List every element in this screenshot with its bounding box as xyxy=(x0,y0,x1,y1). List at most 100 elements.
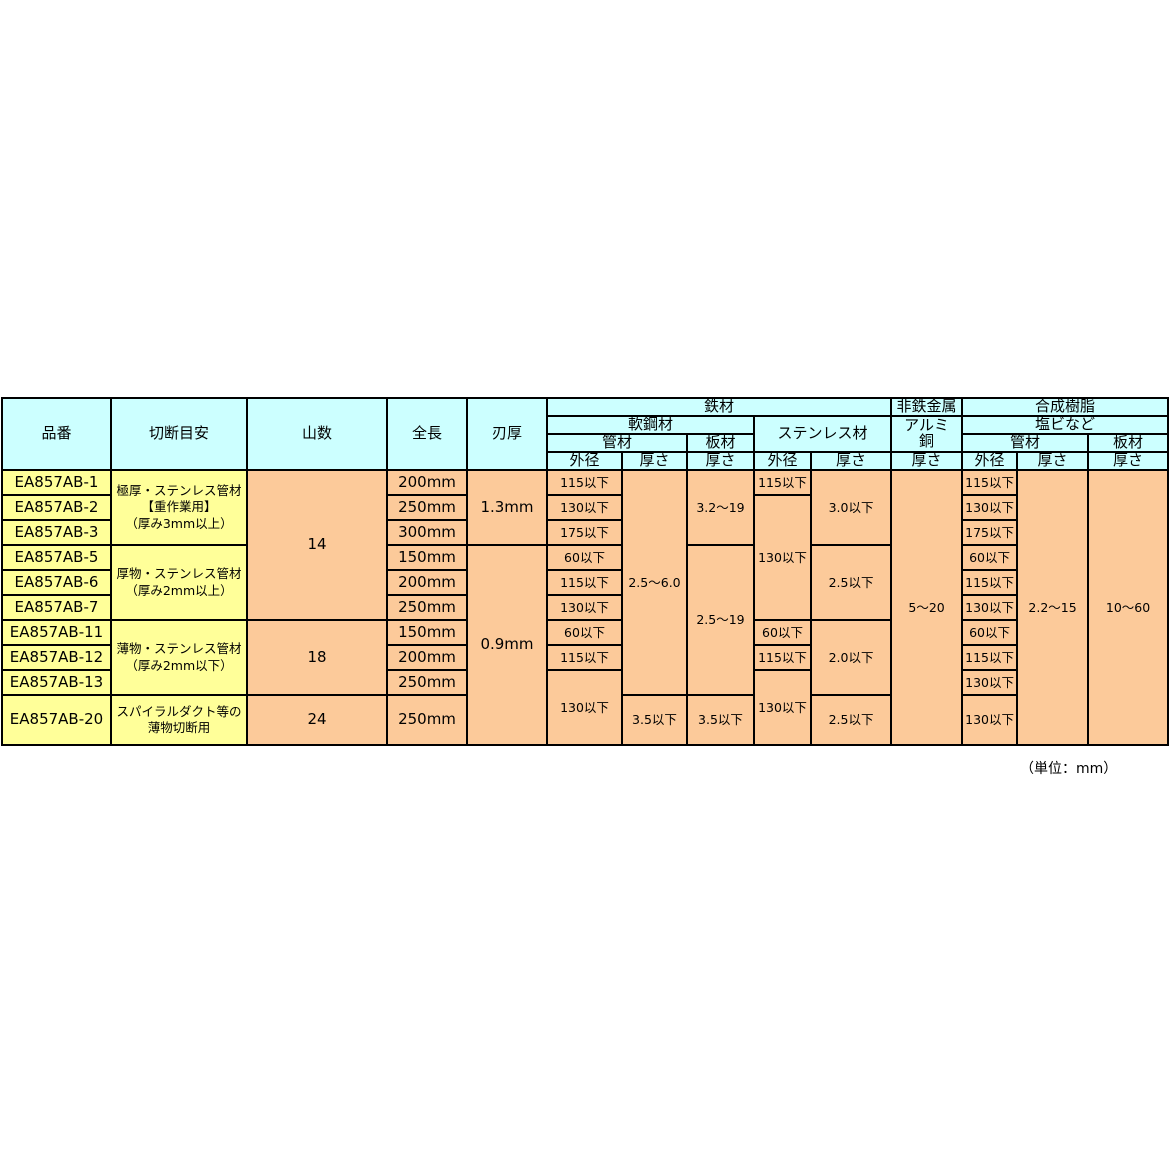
header-resin: 合成樹脂 xyxy=(961,397,1170,417)
table-row: EA857AB-5 厚物・ステンレス管材 （厚み2mm以上） 150mm 0.9mm 6… xyxy=(1,544,1168,746)
cell-cut-guide: スパイラルダクト等の 薄物切断用 xyxy=(110,694,248,746)
cell-stainless-od: 130以下 xyxy=(753,669,812,746)
cell-stainless-od: 115以下 xyxy=(753,644,812,671)
cell-length: 200mm xyxy=(386,644,468,671)
cell-pvc-pipe-od: 130以下 xyxy=(961,669,1019,696)
cell-stainless-thickness: 2.5以下 xyxy=(809,544,893,621)
cell-pvc-pipe-od: 115以下 xyxy=(961,569,1019,596)
cell-part-no: EA857AB-5 xyxy=(1,544,112,571)
cell-pvc-pipe-od: 60以下 xyxy=(961,619,1019,646)
cell-part-no: EA857AB-7 xyxy=(1,594,112,621)
cell-mild-pipe-od: 130以下 xyxy=(546,669,623,746)
cell-mild-pipe-od: 175以下 xyxy=(546,519,623,546)
cell-mild-pipe-od: 115以下 xyxy=(546,644,623,671)
cell-mild-plate-thickness: 2.5〜19 xyxy=(686,544,755,696)
cell-part-no: EA857AB-6 xyxy=(1,569,112,596)
cell-mild-pipe-od: 115以下 xyxy=(546,569,623,596)
header-mild-plate-thickness: 厚さ xyxy=(686,451,755,471)
table-row: EA857AB-13 250mm 130以下 130以下 130以下 xyxy=(1,669,1168,746)
cell-length: 250mm xyxy=(386,694,468,746)
table-row: EA857AB-6 200mm 115以下 115以下 xyxy=(1,569,1168,596)
cell-mild-pipe-thickness: 3.5以下 xyxy=(621,694,688,746)
cell-length: 300mm xyxy=(386,519,468,546)
cell-pvc-pipe-od: 175以下 xyxy=(961,519,1019,546)
header-pvc-pipe-thickness: 厚さ xyxy=(1016,451,1090,471)
header-stainless-od: 外径 xyxy=(753,451,812,471)
header-non-ferrous: 非鉄金属 xyxy=(890,397,964,417)
header-teeth: 山数 xyxy=(246,397,388,471)
cell-part-no: EA857AB-2 xyxy=(1,494,112,521)
cell-teeth: 24 xyxy=(246,694,388,746)
cell-cut-guide: 薄物・ステンレス管材 （厚み2mm以下） xyxy=(110,619,248,696)
header-stainless-thickness: 厚さ xyxy=(809,451,893,471)
cell-stainless-od: 130以下 xyxy=(753,494,812,621)
header-pvc-plate: 板材 xyxy=(1087,433,1170,453)
cell-length: 250mm xyxy=(386,669,468,696)
cell-length: 250mm xyxy=(386,494,468,521)
header-cut-guide: 切断目安 xyxy=(110,397,248,471)
cell-mild-pipe-od: 130以下 xyxy=(546,494,623,521)
cell-stainless-thickness: 2.5以下 xyxy=(809,694,893,746)
cell-mild-pipe-od: 130以下 xyxy=(546,594,623,621)
cell-mild-pipe-od: 115以下 xyxy=(546,469,623,496)
cell-mild-plate-thickness: 3.5以下 xyxy=(686,694,755,746)
header-pvc-plate-thickness: 厚さ xyxy=(1087,451,1170,471)
table-row: EA857AB-20 スパイラルダクト等の 薄物切断用 24 250mm 3.5以下 3.… xyxy=(1,694,1168,746)
cell-length: 250mm xyxy=(386,594,468,621)
table-row: EA857AB-7 250mm 130以下 130以下 xyxy=(1,594,1168,621)
header-mild-pipe-thickness: 厚さ xyxy=(621,451,688,471)
header-pvc-pipe: 管材 xyxy=(961,433,1090,453)
cell-aluminum-thickness: 5〜20 xyxy=(890,469,964,746)
header-mild-pipe-od: 外径 xyxy=(546,451,623,471)
cell-stainless-thickness: 3.0以下 xyxy=(809,469,893,546)
cell-cut-guide: 厚物・ステンレス管材 （厚み2mm以上） xyxy=(110,544,248,621)
cell-teeth: 14 xyxy=(246,469,388,621)
header-aluminum-copper: アルミ 銅 xyxy=(890,415,964,453)
table-row: EA857AB-11 薄物・ステンレス管材 （厚み2mm以下） 18 150mm 60以… xyxy=(1,619,1168,696)
cell-pvc-pipe-od: 115以下 xyxy=(961,469,1019,496)
cell-length: 150mm xyxy=(386,544,468,571)
cell-stainless-od: 115以下 xyxy=(753,469,812,496)
cell-mild-plate-thickness: 3.2〜19 xyxy=(686,469,755,546)
cell-part-no: EA857AB-11 xyxy=(1,619,112,646)
header-mild-steel: 軟鋼材 xyxy=(546,415,755,435)
header-aluminum-thickness: 厚さ xyxy=(890,451,964,471)
cell-blade-thickness: 1.3mm xyxy=(466,469,548,546)
header-length: 全長 xyxy=(386,397,468,471)
cell-part-no: EA857AB-1 xyxy=(1,469,112,496)
cell-part-no: EA857AB-20 xyxy=(1,694,112,746)
unit-note: （単位：mm） xyxy=(1020,761,1118,777)
table-row: EA857AB-1 極厚・ステンレス管材 【重作業用】 （厚み3mm以上） 14 20… xyxy=(1,469,1170,746)
cell-part-no: EA857AB-3 xyxy=(1,519,112,546)
cell-mild-pipe-thickness: 2.5〜6.0 xyxy=(621,469,688,696)
cell-part-no: EA857AB-13 xyxy=(1,669,112,696)
cell-blade-thickness: 0.9mm xyxy=(466,544,548,746)
cell-pvc-plate-thickness: 10〜60 xyxy=(1087,469,1170,746)
cell-mild-pipe-od: 60以下 xyxy=(546,619,623,646)
cell-cut-guide: 極厚・ステンレス管材 【重作業用】 （厚み3mm以上） xyxy=(110,469,248,546)
cell-length: 200mm xyxy=(386,469,468,496)
header-mild-pipe: 管材 xyxy=(546,433,688,453)
header-part-no: 品番 xyxy=(1,397,112,471)
header-pvc-pipe-od: 外径 xyxy=(961,451,1019,471)
cell-mild-pipe-od: 60以下 xyxy=(546,544,623,571)
header-pvc: 塩ビなど xyxy=(961,415,1170,435)
cell-teeth: 18 xyxy=(246,619,388,696)
cell-pvc-pipe-od: 130以下 xyxy=(961,694,1019,746)
header-ferrous: 鉄材 xyxy=(545,397,893,417)
cell-pvc-pipe-od: 130以下 xyxy=(961,594,1019,621)
cell-length: 150mm xyxy=(386,619,468,646)
cell-stainless-thickness: 2.0以下 xyxy=(809,619,893,696)
cell-pvc-pipe-thickness: 2.2〜15 xyxy=(1016,469,1090,746)
cell-stainless-od: 60以下 xyxy=(753,619,812,646)
cell-part-no: EA857AB-12 xyxy=(1,644,112,671)
cell-pvc-pipe-od: 115以下 xyxy=(961,644,1019,671)
saw-blade-spec-table: 品番 切断目安 山数 全長 刃厚 鉄材 非鉄金属 合成樹脂 軟鋼材 ステンレス材… xyxy=(1,397,1170,746)
table-row: EA857AB-3 300mm 175以下 175以下 xyxy=(1,519,1168,546)
cell-length: 200mm xyxy=(386,569,468,596)
header-mild-plate: 板材 xyxy=(686,433,755,453)
header-blade-thickness: 刃厚 xyxy=(466,397,548,471)
table-row: EA857AB-12 200mm 115以下 115以下 115以下 xyxy=(1,644,1168,671)
table-body: EA857AB-1 極厚・ステンレス管材 【重作業用】 （厚み3mm以上） 14 20… xyxy=(1,469,1170,746)
cell-pvc-pipe-od: 60以下 xyxy=(961,544,1019,571)
